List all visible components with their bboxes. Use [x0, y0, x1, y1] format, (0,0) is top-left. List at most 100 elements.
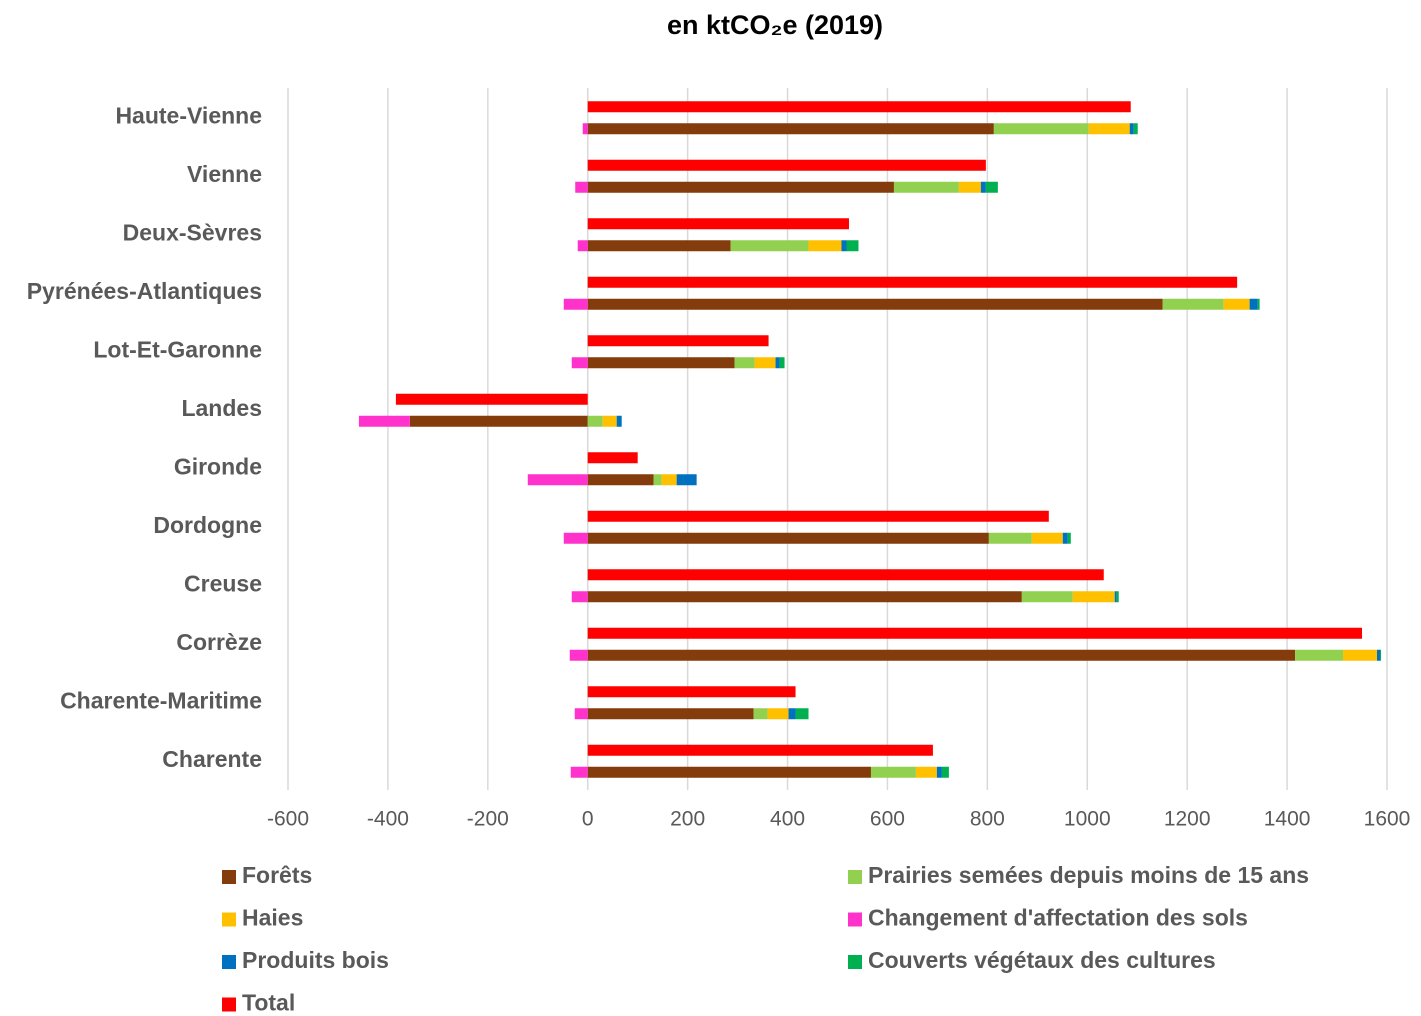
x-tick-label: 1600 — [1364, 808, 1411, 831]
bar-segment — [587, 240, 731, 252]
bar-segment — [587, 708, 754, 720]
legend-swatch — [848, 912, 862, 927]
legend-label: Total — [242, 990, 295, 1016]
total-bar — [587, 452, 638, 464]
total-bar — [587, 569, 1104, 581]
legend-label: Couverts végétaux des cultures — [868, 947, 1216, 973]
legend-swatch — [222, 997, 236, 1012]
bar-segment — [754, 357, 776, 369]
bar-segment — [661, 474, 677, 486]
legend-swatch — [848, 870, 862, 884]
bar-segment — [1116, 591, 1119, 603]
bar-segment — [753, 708, 768, 720]
legend-label: Forêts — [242, 862, 312, 888]
bar-segment — [1133, 123, 1138, 135]
legend-swatch — [848, 955, 862, 969]
bar-segment — [730, 240, 809, 252]
category-label: Haute-Vienne — [115, 102, 262, 128]
bar-segment — [587, 532, 989, 544]
category-label: Lot-Et-Garonne — [93, 336, 262, 362]
legend-label: Produits bois — [242, 947, 389, 973]
category-label: Landes — [181, 395, 262, 421]
bar-segment — [788, 708, 796, 720]
bar-segment — [587, 766, 871, 778]
bar-segment — [563, 532, 588, 544]
bar-segment — [577, 240, 588, 252]
bar-segment — [795, 708, 809, 720]
total-bar — [587, 510, 1049, 522]
bar-segment — [775, 357, 780, 369]
bar-segment — [569, 649, 588, 661]
bar-segment — [1072, 591, 1115, 603]
bar-segment — [1377, 649, 1381, 661]
bar-segment — [575, 181, 588, 193]
total-bar — [587, 686, 796, 698]
bar-segment — [1031, 532, 1063, 544]
total-bar — [587, 101, 1131, 113]
bar-segment — [767, 708, 789, 720]
bar-segment — [676, 474, 697, 486]
bar-segment — [602, 415, 617, 427]
x-tick-label: 1000 — [1064, 808, 1111, 831]
bar-segment — [1223, 298, 1250, 310]
bar-segment — [409, 415, 588, 427]
bar-segment — [587, 357, 735, 369]
legend-swatch — [222, 870, 236, 884]
total-bar — [587, 159, 986, 171]
bar-segment — [587, 474, 654, 486]
total-bar — [587, 218, 849, 230]
x-tick-label: 0 — [582, 808, 594, 831]
category-label: Dordogne — [153, 512, 262, 538]
x-tick-label: 200 — [670, 808, 705, 831]
x-tick-label: -200 — [467, 808, 509, 831]
legend-label: Changement d'affectation des sols — [868, 905, 1248, 931]
bar-segment — [993, 123, 1089, 135]
category-label: Vienne — [187, 161, 262, 187]
bar-segment — [1062, 532, 1068, 544]
bar-segment — [779, 357, 785, 369]
category-label: Deux-Sèvres — [123, 219, 262, 245]
bar-segment — [574, 708, 588, 720]
category-label: Charente — [162, 746, 262, 772]
category-label: Creuse — [184, 570, 262, 596]
legend-label: Haies — [242, 905, 303, 931]
bar-segment — [616, 415, 622, 427]
total-bar — [587, 276, 1238, 288]
bar-segment — [1114, 591, 1117, 603]
bar-segment — [1021, 591, 1073, 603]
x-tick-label: -600 — [267, 808, 309, 831]
chart-title: en ktCO₂e (2019) — [667, 10, 883, 40]
bar-segment — [988, 532, 1032, 544]
bar-segment — [958, 181, 981, 193]
bar-segment — [571, 591, 588, 603]
bar-segment — [587, 123, 994, 135]
legend-swatch — [222, 955, 236, 969]
total-bar — [587, 627, 1363, 639]
bar-segment — [1257, 298, 1260, 310]
bar-segment — [808, 240, 842, 252]
bar-segment — [734, 357, 755, 369]
bar-segment — [527, 474, 588, 486]
bar-segment — [1067, 532, 1071, 544]
bar-segment — [653, 474, 662, 486]
bar-segment — [841, 240, 847, 252]
category-label: Charente-Maritime — [60, 687, 262, 713]
bar-segment — [1295, 649, 1344, 661]
bar-segment — [582, 123, 588, 135]
legend-swatch — [222, 912, 236, 927]
x-tick-label: 600 — [870, 808, 905, 831]
bar-segment — [941, 766, 949, 778]
bar-segment — [358, 415, 410, 427]
bar-segment — [985, 181, 998, 193]
bar-segment — [587, 298, 1163, 310]
total-bar — [587, 744, 933, 756]
bar-segment — [1162, 298, 1224, 310]
bar-segment — [893, 181, 959, 193]
bar-segment — [587, 181, 894, 193]
bar-segment — [563, 298, 588, 310]
bar-segment — [571, 357, 588, 369]
bar-segment — [846, 240, 859, 252]
category-label: Pyrénées-Atlantiques — [27, 278, 262, 304]
bar-segment — [1249, 298, 1258, 310]
